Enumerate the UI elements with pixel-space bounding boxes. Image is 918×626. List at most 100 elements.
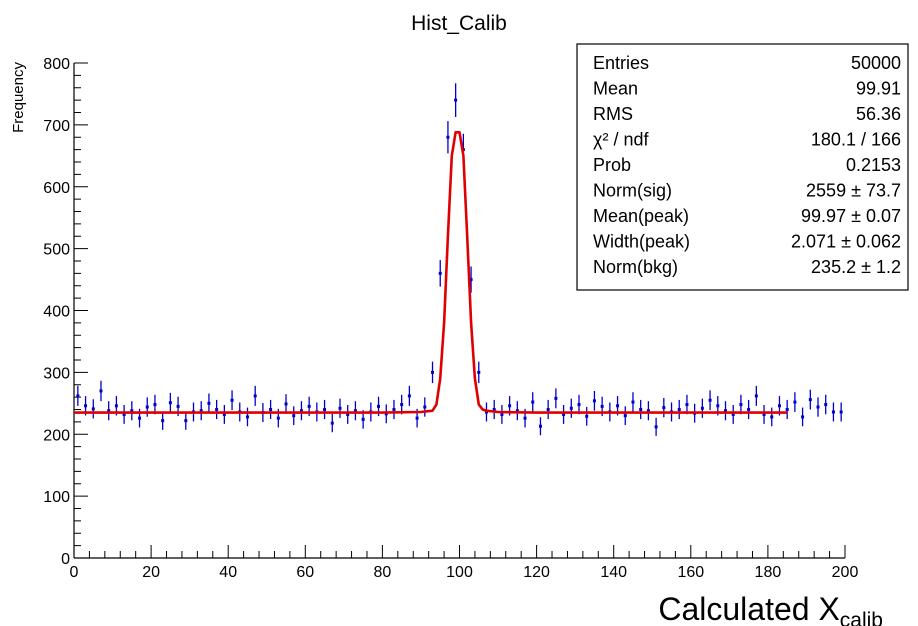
point-marker <box>739 403 743 407</box>
point-marker <box>708 398 712 402</box>
data-point <box>284 394 288 414</box>
data-point <box>346 405 350 424</box>
point-marker <box>84 404 88 408</box>
point-marker <box>747 408 751 411</box>
point-marker <box>446 135 450 139</box>
data-point <box>662 397 666 418</box>
data-point <box>531 392 535 412</box>
data-point <box>808 389 812 410</box>
point-marker <box>454 98 458 102</box>
data-point <box>153 394 157 415</box>
stats-row-value: 99.91 <box>856 79 901 99</box>
point-marker <box>353 409 357 413</box>
point-marker <box>153 403 157 407</box>
data-point <box>269 399 273 420</box>
point-marker <box>523 416 527 420</box>
data-point <box>677 399 681 420</box>
point-marker <box>330 421 334 425</box>
point-marker <box>616 404 620 408</box>
y-tick-label: 100 <box>43 489 70 506</box>
data-point <box>739 394 743 415</box>
point-marker <box>338 406 342 410</box>
stats-row-label: Prob <box>593 155 631 175</box>
point-marker <box>207 401 211 405</box>
point-marker <box>477 370 481 374</box>
y-tick-label: 700 <box>43 118 70 135</box>
point-marker <box>639 408 643 411</box>
point-marker <box>323 408 327 411</box>
data-point <box>469 266 473 293</box>
fit-curve-group <box>74 131 788 414</box>
stats-row-value: 99.97 ± 0.07 <box>801 206 901 226</box>
y-tick-label: 600 <box>43 180 70 197</box>
point-marker <box>515 409 519 413</box>
point-marker <box>269 408 273 411</box>
point-marker <box>431 370 435 374</box>
data-point <box>762 405 766 424</box>
data-point <box>492 399 496 420</box>
point-marker <box>107 409 111 413</box>
point-marker <box>423 405 427 409</box>
y-tick-label: 400 <box>43 304 70 321</box>
point-marker <box>245 415 249 419</box>
point-marker <box>662 406 666 410</box>
point-marker <box>700 406 704 410</box>
x-tick-label: 80 <box>374 564 392 581</box>
x-tick-label: 120 <box>523 564 550 581</box>
point-marker <box>569 406 573 410</box>
data-point <box>754 385 758 406</box>
point-marker <box>438 271 442 275</box>
point-marker <box>546 408 550 411</box>
point-marker <box>346 412 350 416</box>
point-marker <box>138 416 142 420</box>
data-point <box>454 83 458 117</box>
point-marker <box>361 417 365 421</box>
data-point <box>107 401 111 421</box>
point-marker <box>230 398 234 402</box>
stats-row-value: 56.36 <box>856 104 901 124</box>
point-marker <box>377 404 381 408</box>
point-marker <box>392 408 396 411</box>
data-point <box>477 361 481 384</box>
data-point <box>222 405 226 424</box>
data-point <box>338 398 342 418</box>
point-marker <box>199 409 203 413</box>
axes: 0 20 40 60 80 100 120 140 160 180 200 0 100 200 300 400… <box>43 56 858 581</box>
data-point <box>592 390 596 411</box>
x-tick-label: 0 <box>70 564 79 581</box>
point-marker <box>831 410 835 414</box>
data-point <box>292 406 296 426</box>
point-marker <box>222 412 226 416</box>
point-marker <box>407 394 411 398</box>
data-point <box>207 393 211 414</box>
point-marker <box>531 400 535 404</box>
point-marker <box>215 408 219 411</box>
point-marker <box>762 412 766 416</box>
data-point <box>323 399 327 420</box>
point-marker <box>145 405 149 409</box>
point-marker <box>592 399 596 403</box>
data-point <box>554 388 558 409</box>
stats-row-value: 2.071 ± 0.062 <box>791 232 901 252</box>
point-marker <box>492 408 496 411</box>
point-marker <box>600 404 604 408</box>
data-point <box>215 399 219 420</box>
data-point <box>747 399 751 420</box>
data-point <box>91 399 95 419</box>
data-point <box>199 401 203 421</box>
stats-box-frame <box>576 43 909 291</box>
point-marker <box>307 404 311 408</box>
stats-row-label: Mean <box>593 79 638 99</box>
data-point <box>631 392 635 412</box>
data-point <box>839 402 843 422</box>
point-marker <box>677 408 681 411</box>
data-point <box>577 394 581 415</box>
data-point <box>646 401 650 421</box>
data-point <box>423 397 427 417</box>
data-point <box>700 398 704 418</box>
point-marker <box>253 394 257 398</box>
point-marker <box>184 419 188 423</box>
data-point <box>824 394 828 415</box>
data-point <box>99 380 103 402</box>
point-marker <box>122 412 126 416</box>
